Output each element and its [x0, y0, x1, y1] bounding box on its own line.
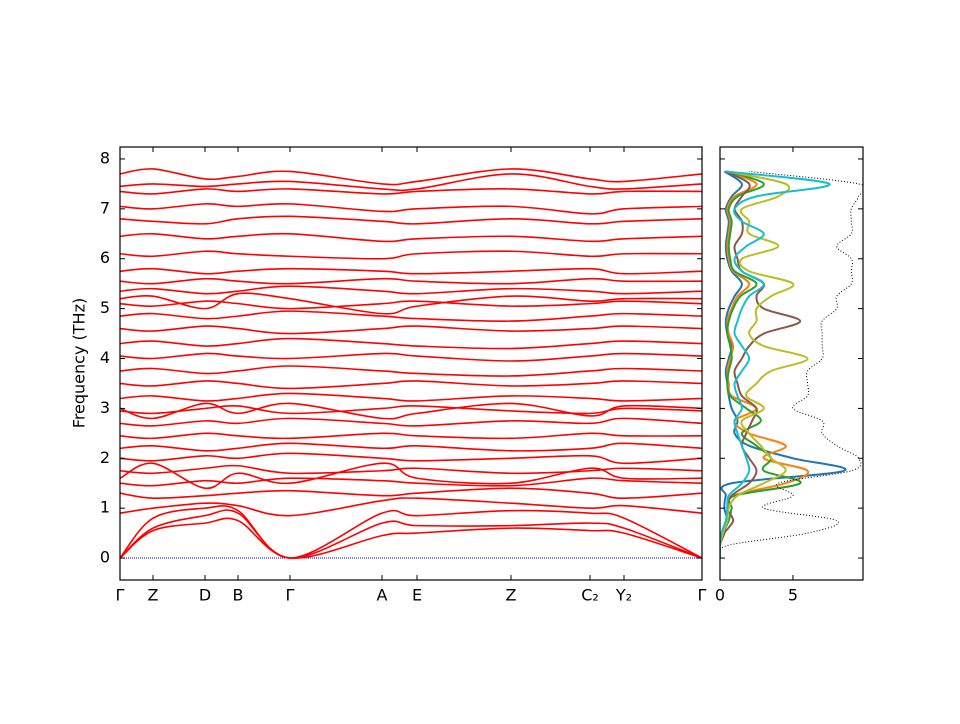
band-line: [120, 300, 702, 310]
dos-line: [720, 170, 847, 559]
band-line: [120, 325, 702, 335]
axes-frame: [719, 146, 864, 581]
x-tick-label: D: [199, 586, 211, 605]
band-line: [120, 432, 702, 440]
y-tick-label: 8: [100, 148, 110, 167]
x-tick-label: C₂: [581, 586, 599, 605]
y-tick-label: 0: [100, 548, 110, 567]
band-line: [120, 477, 702, 487]
band-line: [120, 442, 702, 452]
band-line: [120, 188, 702, 195]
band-line: [120, 392, 702, 402]
y-tick-label: 3: [100, 398, 110, 417]
x-tick-label: 0: [715, 586, 725, 605]
band-line: [120, 497, 702, 517]
band-line: [120, 292, 702, 315]
band-line: [120, 365, 702, 377]
band-line: [120, 462, 702, 490]
x-tick-label: 5: [788, 586, 798, 605]
band-line: [120, 250, 702, 260]
band-line: [120, 202, 702, 215]
y-tick-label: 1: [100, 498, 110, 517]
dos-line: [720, 170, 863, 559]
x-tick-label: Z: [148, 586, 159, 605]
band-line: [120, 380, 702, 390]
x-tick-label: Γ: [286, 586, 295, 605]
band-line: [120, 402, 702, 420]
x-tick-label: E: [412, 586, 422, 605]
band-line: [120, 173, 702, 192]
dos-line: [720, 170, 802, 559]
x-tick-label: Γ: [116, 586, 125, 605]
band-line: [120, 509, 702, 559]
band-line: [120, 505, 702, 559]
band-line: [120, 337, 702, 350]
band-line: [120, 285, 702, 295]
x-tick-label: Γ: [698, 586, 707, 605]
y-tick-label: 7: [100, 198, 110, 217]
y-tick-label: 4: [100, 348, 110, 367]
band-line: [120, 310, 702, 322]
band-line: [120, 487, 702, 500]
band-line: [120, 232, 702, 243]
band-line: [120, 168, 702, 186]
dos-line: [720, 170, 831, 559]
y-tick-label: 5: [100, 298, 110, 317]
band-line: [120, 417, 702, 427]
band-line: [120, 277, 702, 285]
band-line: [120, 464, 702, 475]
band-line: [120, 404, 702, 415]
axes-frame: [119, 146, 703, 581]
x-tick-label: Y₂: [615, 586, 632, 605]
plot-area: [720, 170, 863, 559]
band-line: [120, 352, 702, 362]
band-line: [120, 452, 702, 465]
plot-area: [120, 168, 702, 559]
x-tick-label: B: [233, 586, 244, 605]
x-tick-label: Z: [506, 586, 517, 605]
dos-line: [720, 170, 809, 559]
y-tick-label: 2: [100, 448, 110, 467]
band-line: [120, 215, 702, 225]
x-tick-label: A: [377, 586, 388, 605]
band-line: [120, 517, 702, 559]
y-axis-label: Frequency (THz): [70, 298, 89, 428]
band-line: [120, 267, 702, 275]
y-tick-label: 6: [100, 248, 110, 267]
